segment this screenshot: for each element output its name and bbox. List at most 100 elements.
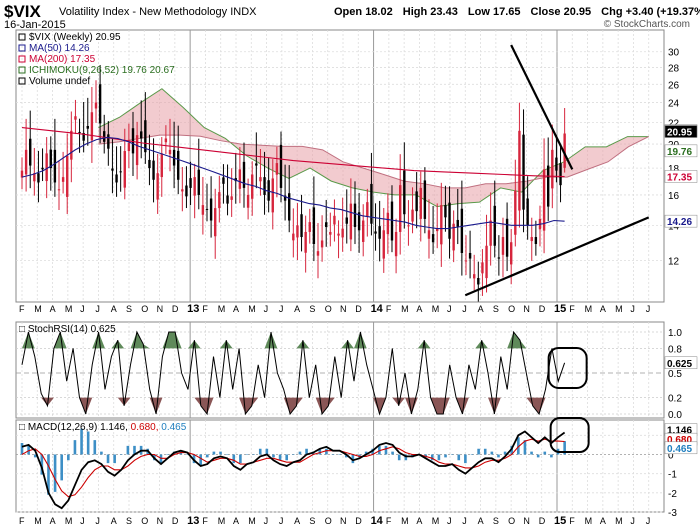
macd-histogram-bar bbox=[470, 454, 474, 455]
macd-histogram-bar bbox=[510, 445, 514, 455]
price-candle bbox=[427, 230, 431, 239]
price-candle bbox=[510, 242, 513, 265]
macd-histogram-bar bbox=[199, 454, 202, 466]
macd-histogram-bar bbox=[364, 451, 368, 455]
month-label-bottom: D bbox=[539, 516, 546, 526]
ma200-line bbox=[21, 127, 565, 178]
stoch-overbought-fill bbox=[22, 332, 565, 349]
price-candle bbox=[279, 144, 283, 188]
price-candle bbox=[378, 226, 381, 239]
macd-histogram-bar bbox=[331, 454, 335, 455]
price-candle bbox=[111, 168, 114, 171]
ma50-line bbox=[21, 136, 565, 230]
month-label-top: S bbox=[126, 304, 132, 314]
price-candle bbox=[386, 212, 390, 235]
chart-date: 16-Jan-2015 bbox=[4, 19, 66, 31]
price-candle bbox=[374, 231, 377, 234]
macd-histogram-bar bbox=[126, 445, 130, 455]
macd-histogram-bar bbox=[252, 454, 255, 455]
price-tick-label: 26 bbox=[668, 80, 680, 91]
price-candle bbox=[341, 228, 344, 238]
price-candle bbox=[518, 130, 521, 211]
month-label-top: M bbox=[615, 304, 623, 314]
macd-histogram-bar bbox=[550, 454, 553, 458]
symbol-name: Volatility Index - New Methodology INDX bbox=[59, 6, 257, 18]
price-candle bbox=[123, 151, 126, 188]
price-tick-label: 18 bbox=[668, 164, 680, 175]
macd-histogram-bar bbox=[205, 454, 209, 458]
price-candle bbox=[555, 157, 558, 171]
price-candle bbox=[300, 214, 303, 238]
price-candle bbox=[197, 169, 200, 195]
price-candle bbox=[144, 120, 147, 153]
month-label-top: O bbox=[141, 304, 148, 314]
month-label-top: O bbox=[508, 304, 515, 314]
price-candle bbox=[288, 193, 291, 221]
macd-histogram-bar bbox=[523, 440, 527, 455]
price-candle bbox=[399, 185, 402, 232]
price-candle bbox=[337, 233, 340, 236]
price-candle bbox=[448, 202, 451, 239]
month-label-bottom: A bbox=[478, 516, 484, 526]
month-label-top: A bbox=[600, 304, 606, 314]
price-candle bbox=[103, 131, 106, 142]
price-candle bbox=[436, 228, 439, 232]
price-candle bbox=[423, 180, 427, 219]
stoch-tick-label: 0.2 bbox=[668, 394, 682, 405]
month-label-top: A bbox=[111, 304, 117, 314]
month-label-top: F bbox=[569, 304, 575, 314]
price-candle bbox=[226, 195, 229, 204]
macd-histogram-bar bbox=[232, 454, 236, 464]
macd-histogram-bar bbox=[305, 448, 308, 455]
badge-macd3-box bbox=[664, 441, 698, 455]
legend-entry: MA(50) 14.26 bbox=[29, 43, 90, 54]
price-candle bbox=[82, 132, 85, 141]
month-label-bottom: M bbox=[218, 516, 226, 526]
badge-cloud-b-text: 19.76 bbox=[667, 147, 692, 158]
legend-swatch bbox=[18, 77, 26, 85]
macd-histogram-bar bbox=[245, 454, 249, 455]
macd-histogram-bar bbox=[344, 454, 348, 458]
ohlc-bar: Open 18.02 High 23.43 Low 17.65 Close 20… bbox=[334, 6, 700, 18]
badge-ma50-box bbox=[664, 214, 698, 228]
macd-histogram-bar bbox=[80, 428, 83, 455]
price-candle bbox=[349, 203, 353, 240]
price-candle bbox=[320, 240, 324, 248]
price-candle bbox=[242, 161, 246, 188]
macd-histogram-bar bbox=[318, 448, 322, 455]
legend-swatch bbox=[18, 55, 26, 63]
legend-swatch bbox=[18, 66, 26, 74]
month-label-top: M bbox=[218, 304, 226, 314]
macd-histogram-bar bbox=[47, 454, 50, 495]
price-candle bbox=[94, 102, 98, 109]
month-label-top: A bbox=[50, 304, 56, 314]
watermark: © StockCharts.com bbox=[603, 19, 690, 30]
price-candle bbox=[271, 178, 274, 213]
month-label-top: 15 bbox=[554, 303, 566, 315]
price-candle bbox=[181, 189, 184, 192]
price-candle bbox=[366, 202, 369, 217]
month-label-top: M bbox=[248, 304, 256, 314]
price-candle bbox=[485, 245, 488, 279]
price-candle bbox=[74, 116, 77, 120]
macd-histogram-bar bbox=[292, 454, 295, 455]
month-label-bottom: 13 bbox=[187, 515, 199, 527]
legend-swatch bbox=[18, 44, 26, 52]
price-candle bbox=[107, 134, 110, 149]
price-candle bbox=[542, 169, 546, 231]
price-candle bbox=[131, 128, 135, 154]
macd-histogram-bar bbox=[265, 448, 269, 455]
price-candle bbox=[522, 134, 525, 210]
price-candle bbox=[530, 237, 533, 242]
month-label-bottom: M bbox=[248, 516, 256, 526]
macd-histogram-bar bbox=[53, 454, 57, 492]
price-candle bbox=[98, 84, 102, 124]
macd-histogram-bar bbox=[404, 454, 408, 461]
month-label-bottom: A bbox=[111, 516, 117, 526]
month-label-top: N bbox=[157, 304, 164, 314]
macd-histogram-bar bbox=[258, 448, 262, 455]
price-candle bbox=[526, 198, 529, 226]
macd-histogram-bar bbox=[186, 454, 189, 455]
month-label-bottom: O bbox=[508, 516, 515, 526]
price-candle bbox=[534, 237, 538, 244]
